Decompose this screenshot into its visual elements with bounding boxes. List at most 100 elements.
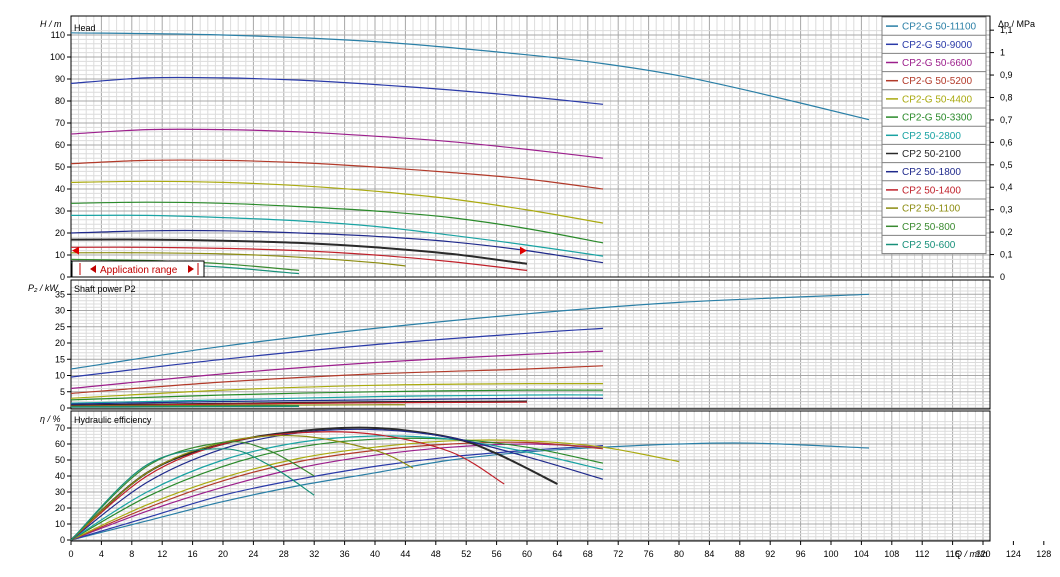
- head-panel-title: Head: [74, 23, 96, 33]
- power-panel: Shaft power P2 P₂ / kW 0 5 10 15 20 25 30 35: [28, 283, 870, 413]
- x-tick-label: 20: [218, 549, 228, 559]
- series-line-cp2-g-50-3300: [70, 437, 604, 541]
- x-tick-label: 120: [975, 549, 990, 559]
- series-line-cp2-g-50-3300: [70, 389, 604, 401]
- x-tick-label: 68: [583, 549, 593, 559]
- x-tick-label: 76: [644, 549, 654, 559]
- y-tick-label: 40: [55, 471, 65, 481]
- x-tick-label: 32: [309, 549, 319, 559]
- y-tick-label: 70: [55, 118, 65, 128]
- series-line-cp2-g-50-4400: [70, 439, 680, 541]
- x-tick-label: 12: [157, 549, 167, 559]
- series-line-cp2-g-50-5200: [70, 159, 604, 190]
- x-tick-label: 48: [431, 549, 441, 559]
- series-line-cp2-g-50-11100: [70, 32, 870, 121]
- series-line-cp2-50-1400: [70, 246, 528, 271]
- power-panel-title: Shaft power P2: [74, 284, 136, 294]
- efficiency-panel-title: Hydraulic efficiency: [74, 415, 152, 425]
- x-tick-label: 0: [68, 549, 73, 559]
- legend-entry: CP2-G 50-4400: [902, 94, 972, 105]
- series-line-cp2-50-1100: [70, 252, 406, 267]
- panel-frame: [70, 279, 991, 410]
- series-line-cp2-g-50-4400: [70, 180, 604, 224]
- y-tick-label: 35: [55, 289, 65, 299]
- series-line-cp2-50-2100: [70, 238, 528, 265]
- x-tick-label: 60: [522, 549, 532, 559]
- y-tick-label: 60: [55, 140, 65, 150]
- y-tick-label: 40: [55, 184, 65, 194]
- pressure-tick-label: 0,2: [1000, 227, 1013, 237]
- y-tick-label: 10: [55, 250, 65, 260]
- range-end-marker: [520, 246, 527, 255]
- x-tick-label: 40: [370, 549, 380, 559]
- legend-entry: CP2-G 50-6600: [902, 58, 972, 69]
- x-tick-label: 116: [945, 549, 959, 559]
- grid: [70, 16, 990, 541]
- legend-entry: CP2 50-2100: [902, 149, 961, 160]
- pressure-tick-label: 1: [1000, 48, 1005, 58]
- efficiency-y-ticks: 0 10 20 30 40 50 60 70: [55, 423, 71, 545]
- series-line-cp2-g-50-3300: [70, 201, 604, 244]
- series-line-cp2-50-1800: [70, 229, 604, 264]
- pressure-tick-label: 0,8: [1000, 92, 1013, 102]
- pressure-tick-label: 0,6: [1000, 137, 1013, 147]
- x-tick-label: 88: [735, 549, 745, 559]
- series-line-cp2-g-50-5200: [70, 365, 604, 394]
- y-tick-label: 20: [55, 338, 65, 348]
- y-tick-label: 50: [55, 162, 65, 172]
- legend-entry: CP2-G 50-9000: [902, 40, 972, 51]
- series-line-cp2-g-50-6600: [70, 350, 604, 390]
- series-line-cp2-50-600: [70, 405, 300, 408]
- legend-entry: CP2-G 50-5200: [902, 76, 972, 87]
- x-tick-label: 96: [796, 549, 806, 559]
- x-tick-label: 100: [823, 549, 838, 559]
- application-range-label: Application range: [100, 265, 178, 276]
- y-tick-label: 20: [55, 228, 65, 238]
- legend-entry: CP2 50-1400: [902, 185, 961, 196]
- y-tick-label: 60: [55, 439, 65, 449]
- y-tick-label: 30: [55, 206, 65, 216]
- x-axis-label: Q / m³/h: [955, 549, 988, 559]
- y-tick-label: 0: [60, 535, 65, 545]
- x-tick-label: 36: [340, 549, 350, 559]
- legend-entry: CP2 50-800: [902, 222, 956, 233]
- x-tick-label: 108: [884, 549, 899, 559]
- series-line-cp2-g-50-11100: [70, 293, 870, 370]
- y-tick-label: 30: [55, 487, 65, 497]
- power-curves: [70, 293, 870, 408]
- y-tick-label: 10: [55, 371, 65, 381]
- x-tick-label: 124: [1006, 549, 1021, 559]
- y-tick-label: 0: [60, 272, 65, 282]
- x-tick-label: 28: [279, 549, 289, 559]
- legend-entry: CP2-G 50-11100: [902, 22, 977, 33]
- legend-entry: CP2 50-600: [902, 240, 956, 251]
- pressure-tick-label: 0: [1000, 272, 1005, 282]
- x-tick-label: 24: [248, 549, 258, 559]
- x-tick-label: 16: [188, 549, 198, 559]
- y-tick-label: 15: [55, 354, 65, 364]
- y-tick-label: 50: [55, 455, 65, 465]
- power-y-ticks: 0 5 10 15 20 25 30 35: [55, 289, 71, 413]
- x-tick-label: 56: [492, 549, 502, 559]
- x-tick-label: 104: [854, 549, 869, 559]
- x-tick-label: 128: [1036, 549, 1051, 559]
- y-tick-label: 90: [55, 74, 65, 84]
- pressure-tick-label: 0,7: [1000, 115, 1013, 125]
- pressure-tick-label: 0,9: [1000, 70, 1013, 80]
- legend-entry: CP2 50-1100: [902, 204, 961, 215]
- pressure-tick-label: 0,4: [1000, 182, 1013, 192]
- range-start-marker: [72, 246, 79, 255]
- pressure-ticks: 0 0,1 0,2 0,3 0,4 0,5 0,6 0,7 0,8 0,9 1 1,1: [990, 25, 1013, 282]
- series-line-cp2-50-2800: [70, 394, 604, 404]
- series-line-cp2-g-50-9000: [70, 327, 604, 378]
- y-tick-label: 5: [60, 387, 65, 397]
- efficiency-panel: Hydraulic efficiency η / % 0 10 20 30 40 50 60…: [40, 414, 870, 545]
- y-tick-label: 30: [55, 306, 65, 316]
- power-y-axis-label: P₂ / kW: [28, 283, 59, 293]
- series-line-cp2-50-1400: [70, 401, 528, 407]
- application-range-marker: [72, 246, 527, 255]
- head-y-ticks: 0 10 20 30 40 50 60 70 80 90 100 110: [50, 30, 71, 282]
- y-tick-label: 80: [55, 96, 65, 106]
- efficiency-y-axis-label: η / %: [40, 414, 61, 424]
